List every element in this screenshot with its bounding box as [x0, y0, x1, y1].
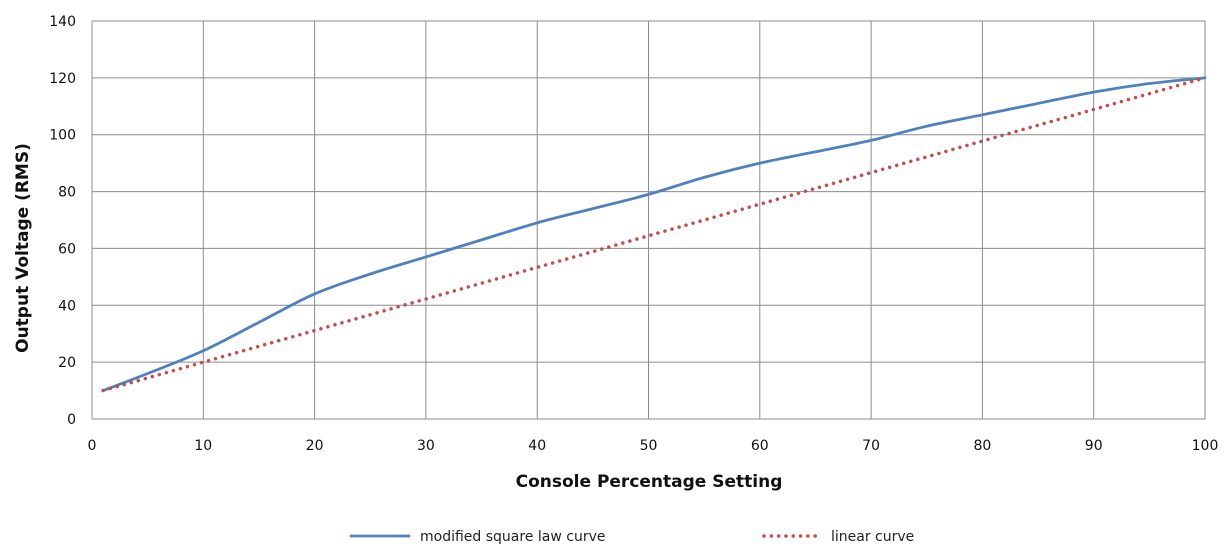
- series-line-modified-square-law-curve: [101, 76, 1207, 392]
- y-tick-label: 80: [58, 185, 76, 201]
- grid-layer: [91, 20, 1206, 420]
- x-tick-label: 30: [417, 438, 435, 454]
- x-tick-label: 50: [640, 438, 658, 454]
- y-axis-title: Output Voltage (RMS): [13, 143, 33, 353]
- label-layer: 0 20 40 60 80 100 120 140 0 10 20 30 40 50 60 70 80 90 100: [49, 14, 1218, 454]
- legend: modified square law curve linear curve: [349, 529, 914, 545]
- x-axis-title: Console Percentage Setting: [516, 472, 783, 492]
- series-layer: [101, 76, 1207, 393]
- series-line-linear-curve: [101, 76, 1207, 393]
- x-tick-label: 70: [862, 438, 880, 454]
- x-tick-label: 10: [194, 438, 212, 454]
- y-tick-label: 40: [58, 298, 76, 314]
- plot-area-border: [91, 20, 1206, 420]
- legend-label-linear-curve: linear curve: [831, 529, 914, 545]
- y-tick-label: 20: [58, 355, 76, 371]
- x-tick-label: 20: [306, 438, 324, 454]
- x-tick-label: 80: [973, 438, 991, 454]
- y-tick-label: 140: [49, 14, 76, 30]
- axis-layer: [91, 20, 1206, 420]
- x-tick-label: 40: [528, 438, 546, 454]
- x-tick-label: 100: [1192, 438, 1219, 454]
- y-tick-label: 0: [67, 412, 76, 428]
- y-tick-label: 120: [49, 71, 76, 87]
- x-tick-label: 90: [1085, 438, 1103, 454]
- y-tick-label: 100: [49, 128, 76, 144]
- x-tick-label: 0: [88, 438, 97, 454]
- y-tick-label: 60: [58, 241, 76, 257]
- x-tick-label: 60: [751, 438, 769, 454]
- legend-label-modified-square-law-curve: modified square law curve: [420, 529, 606, 545]
